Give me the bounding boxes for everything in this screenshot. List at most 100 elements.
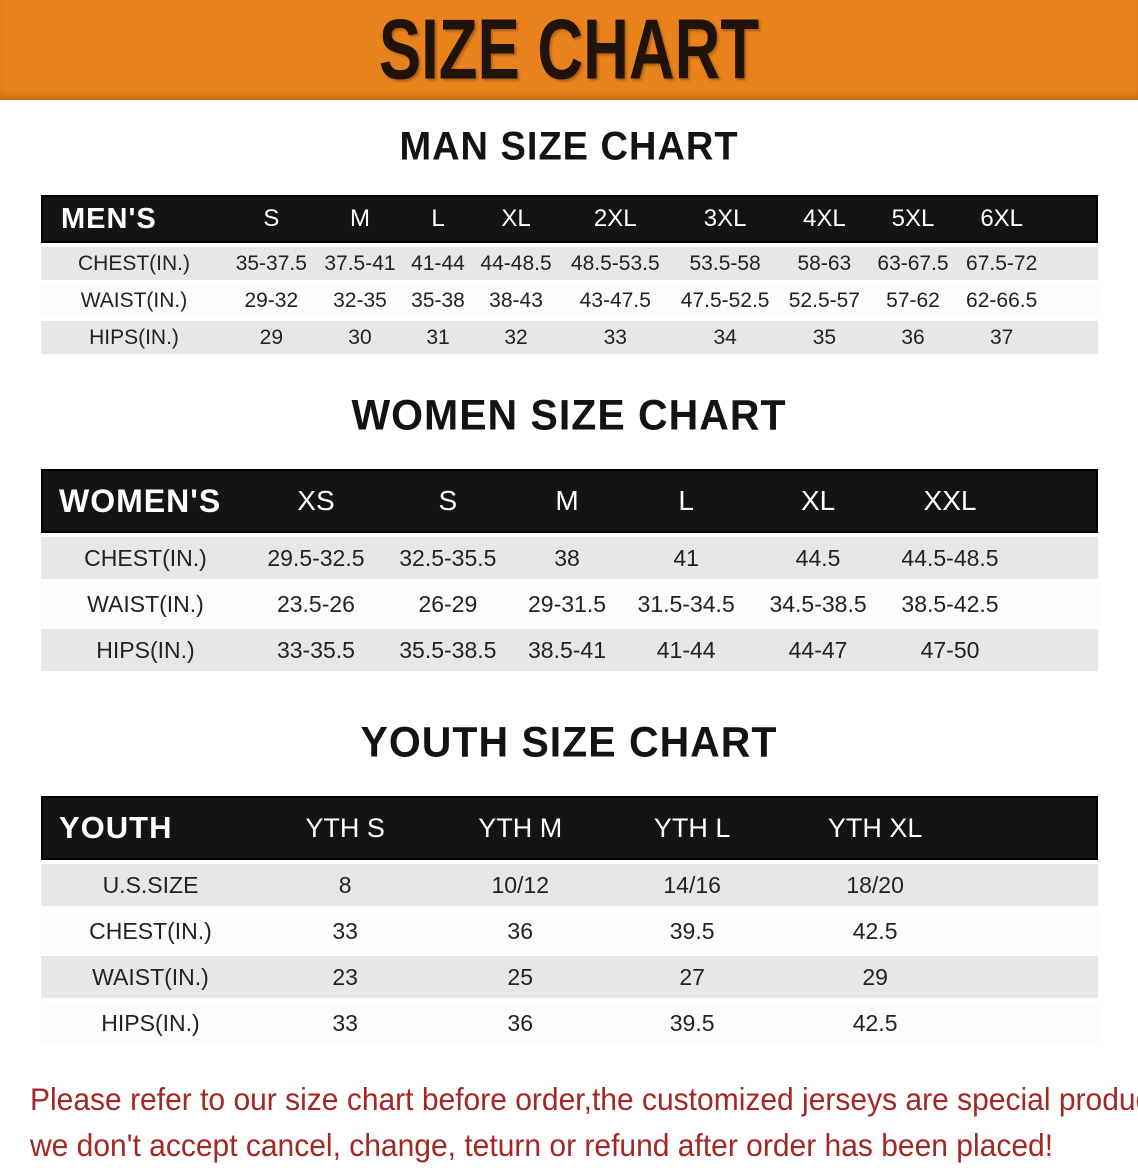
size-value: 38.5-41: [513, 629, 621, 671]
column-header: 6XL: [957, 195, 1046, 243]
size-value: 42.5: [774, 910, 976, 952]
size-value: 35-37.5: [227, 247, 316, 280]
size-value: 38-43: [471, 284, 561, 317]
column-header: XL: [471, 195, 561, 243]
size-value: 48.5-53.5: [560, 247, 671, 280]
size-value: 47.5-52.5: [670, 284, 781, 317]
row-spacer: [1046, 284, 1098, 317]
row-label: HIPS(IN.): [41, 321, 227, 354]
size-value: 23.5-26: [250, 583, 382, 625]
size-value: 33: [560, 321, 671, 354]
table-row: CHEST(IN.) 35-37.5 37.5-41 41-44 44-48.5 48.5…: [41, 247, 1098, 280]
row-label: CHEST(IN.): [41, 247, 227, 280]
header-spacer: [1046, 195, 1098, 243]
size-value: 29: [774, 956, 976, 998]
row-label: WAIST(IN.): [41, 956, 260, 998]
size-value: 44.5: [752, 537, 885, 579]
size-value: 14/16: [610, 864, 775, 906]
size-value: 34: [670, 321, 781, 354]
youth-size-section: YOUTH SIZE CHART YOUTH YTH S YTH M YTH L YTH…: [0, 717, 1138, 1048]
size-value: 37.5-41: [315, 247, 405, 280]
size-value: 43-47.5: [560, 284, 671, 317]
youth-size-table: YOUTH YTH S YTH M YTH L YTH XL U.S.SIZE 8 10/12…: [41, 792, 1098, 1048]
youth-section-heading: YOUTH SIZE CHART: [360, 717, 778, 767]
column-header: M: [513, 469, 621, 533]
size-value: 44.5-48.5: [884, 537, 1016, 579]
column-header: L: [620, 469, 753, 533]
row-label: WAIST(IN.): [41, 583, 250, 625]
column-header: S: [227, 195, 316, 243]
table-row: U.S.SIZE 8 10/12 14/16 18/20: [41, 864, 1098, 906]
size-value: 58-63: [780, 247, 869, 280]
column-header: 5XL: [868, 195, 958, 243]
column-header: YTH M: [430, 796, 611, 860]
size-value: 36: [430, 1002, 611, 1044]
table-row: HIPS(IN.) 29 30 31 32 33 34 35 36 37: [41, 321, 1098, 354]
column-header: XS: [250, 469, 382, 533]
order-warning-line-2: we don't accept cancel, change, teturn o…: [30, 1128, 1054, 1164]
size-value: 36: [868, 321, 958, 354]
size-value: 34.5-38.5: [752, 583, 885, 625]
size-value: 10/12: [430, 864, 611, 906]
size-value: 32: [471, 321, 561, 354]
row-label: HIPS(IN.): [41, 629, 250, 671]
column-header: S: [381, 469, 514, 533]
table-title-cell: MEN'S: [41, 195, 227, 243]
column-header: XXL: [884, 469, 1016, 533]
size-value: 32.5-35.5: [381, 537, 514, 579]
women-size-section: WOMEN SIZE CHART WOMEN'S XS S M L XL XXL CHEST(…: [0, 391, 1138, 675]
column-header: L: [404, 195, 472, 243]
row-spacer: [976, 1002, 1098, 1044]
table-header-row: YOUTH YTH S YTH M YTH L YTH XL: [41, 796, 1098, 860]
size-value: 36: [430, 910, 611, 952]
column-header: M: [315, 195, 405, 243]
table-row: WAIST(IN.) 29-32 32-35 35-38 38-43 43-47.5 47.…: [41, 284, 1098, 317]
size-value: 41-44: [620, 629, 753, 671]
size-value: 63-67.5: [868, 247, 958, 280]
row-spacer: [1046, 247, 1098, 280]
size-value: 30: [315, 321, 405, 354]
column-header: YTH XL: [774, 796, 976, 860]
column-header: YTH L: [610, 796, 775, 860]
row-label: U.S.SIZE: [41, 864, 260, 906]
row-spacer: [976, 864, 1098, 906]
row-spacer: [1046, 321, 1098, 354]
size-value: 38: [513, 537, 621, 579]
size-value: 23: [260, 956, 431, 998]
size-value: 42.5: [774, 1002, 976, 1044]
women-size-table: WOMEN'S XS S M L XL XXL CHEST(IN.) 29.5-32.5 32.5…: [41, 465, 1098, 675]
size-value: 33: [260, 1002, 431, 1044]
size-value: 8: [260, 864, 431, 906]
size-value: 67.5-72: [957, 247, 1046, 280]
size-value: 39.5: [610, 910, 775, 952]
column-header: 2XL: [560, 195, 671, 243]
size-value: 33: [260, 910, 431, 952]
order-warning-line-1: Please refer to our size chart before or…: [30, 1083, 1138, 1118]
size-value: 31: [404, 321, 472, 354]
size-value: 44-48.5: [471, 247, 561, 280]
column-header: 4XL: [780, 195, 869, 243]
row-spacer: [976, 956, 1098, 998]
row-spacer: [1016, 537, 1098, 579]
size-value: 41-44: [404, 247, 472, 280]
size-value: 35: [780, 321, 869, 354]
banner-title: SIZE CHART: [378, 2, 760, 98]
size-value: 62-66.5: [957, 284, 1046, 317]
table-header-row: MEN'S S M L XL 2XL 3XL 4XL 5XL 6XL: [41, 195, 1098, 243]
size-value: 18/20: [774, 864, 976, 906]
order-warning-note: Please refer to our size chart before or…: [30, 1078, 1138, 1170]
row-spacer: [976, 910, 1098, 952]
row-spacer: [1016, 583, 1098, 625]
table-header-row: WOMEN'S XS S M L XL XXL: [41, 469, 1098, 533]
size-value: 41: [620, 537, 753, 579]
column-header: 3XL: [670, 195, 781, 243]
size-value: 29.5-32.5: [250, 537, 382, 579]
column-header: YTH S: [260, 796, 431, 860]
table-row: HIPS(IN.) 33 36 39.5 42.5: [41, 1002, 1098, 1044]
size-value: 39.5: [610, 1002, 775, 1044]
header-spacer: [976, 796, 1098, 860]
row-label: HIPS(IN.): [41, 1002, 260, 1044]
size-value: 33-35.5: [250, 629, 382, 671]
size-value: 35.5-38.5: [381, 629, 514, 671]
row-label: CHEST(IN.): [41, 910, 260, 952]
